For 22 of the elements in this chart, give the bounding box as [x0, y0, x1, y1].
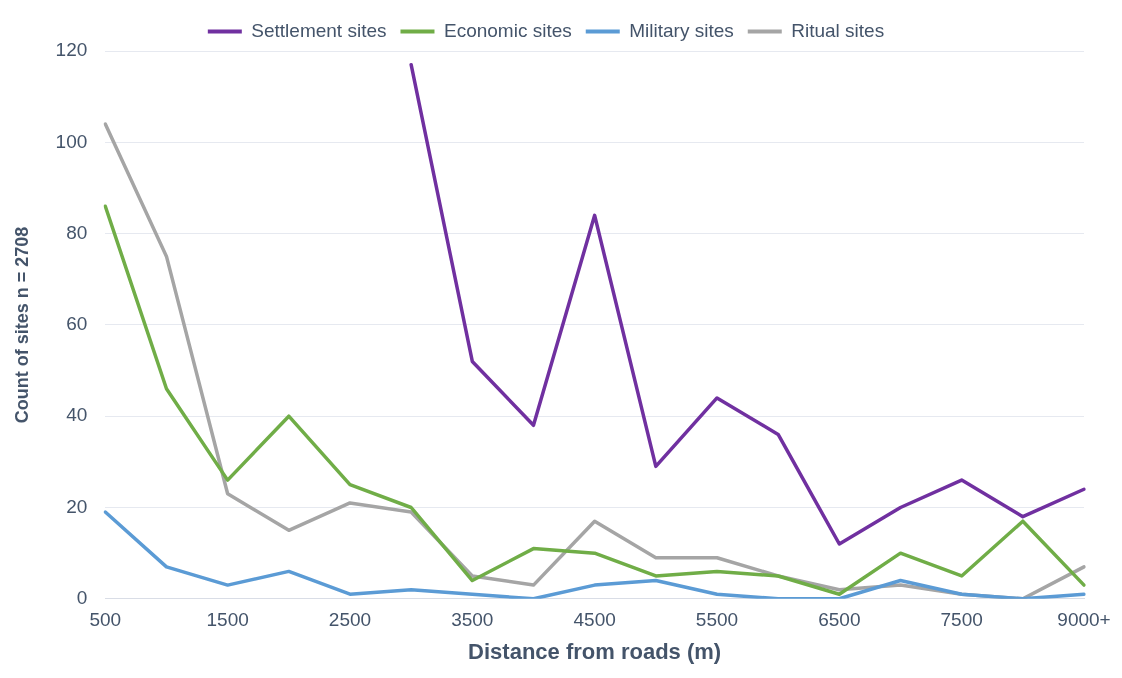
legend-label: Settlement sites — [251, 19, 387, 41]
x-tick-label: 5500 — [695, 609, 739, 631]
y-axis-title: Count of sites n = 2708 — [11, 226, 32, 424]
y-tick-label: 80 — [66, 221, 88, 243]
y-tick-label: 40 — [66, 404, 88, 426]
y-tick-label: 120 — [55, 39, 88, 61]
y-tick-label: 0 — [76, 587, 88, 609]
legend-label: Ritual sites — [791, 19, 885, 41]
y-tick-label: 100 — [55, 130, 88, 152]
y-tick-label: 20 — [66, 495, 88, 517]
x-tick-label: 2500 — [328, 609, 372, 631]
x-axis-title: Distance from roads (m) — [468, 638, 722, 664]
x-tick-label: 7500 — [940, 609, 983, 631]
legend-label: Military sites — [629, 19, 734, 41]
legend-label: Economic sites — [443, 19, 572, 41]
x-tick-label: 9000+ — [1057, 609, 1111, 631]
x-tick-label: 1500 — [206, 609, 249, 631]
x-tick-label: 3500 — [451, 609, 494, 631]
x-tick-label: 500 — [89, 609, 122, 631]
x-tick-label: 4500 — [573, 609, 616, 631]
x-tick-label: 6500 — [818, 609, 861, 631]
y-tick-label: 60 — [66, 313, 88, 335]
